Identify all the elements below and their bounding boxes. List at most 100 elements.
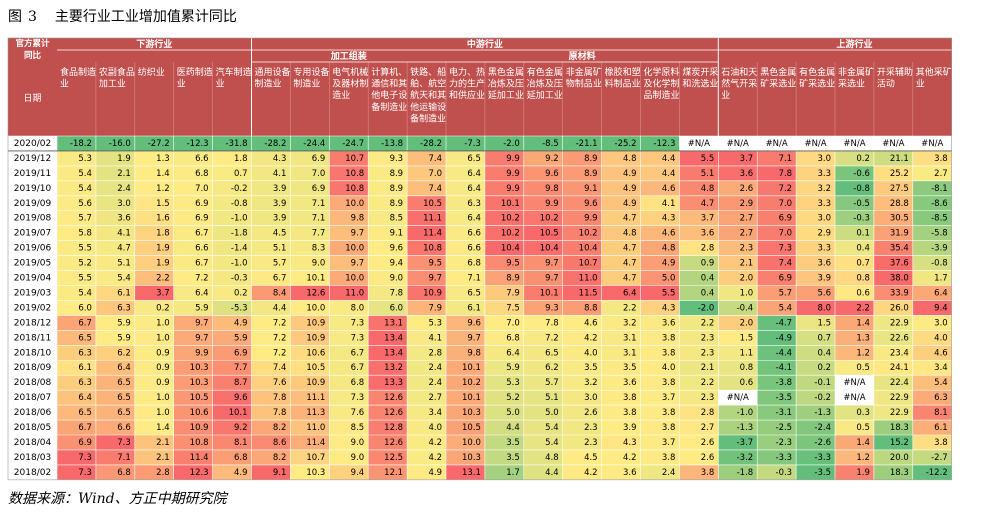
column-header-line: 造业 xyxy=(332,89,350,101)
cell-value: 6.1 xyxy=(78,363,92,373)
cell-bg xyxy=(796,255,835,271)
cell-bg xyxy=(251,360,291,376)
cell-value: 1.4 xyxy=(156,423,170,433)
cell-bg xyxy=(57,180,96,196)
cell-bg xyxy=(407,255,446,271)
cell-value: 7.3 xyxy=(351,393,365,403)
cell-bg xyxy=(290,285,330,301)
row-date-13: 2018/11 xyxy=(14,333,51,343)
cell-value: 0.5 xyxy=(856,423,870,433)
cell-bg xyxy=(134,195,174,211)
cell-value: 5.5 xyxy=(662,288,676,298)
cell-bg xyxy=(523,330,563,346)
date-cell-bg xyxy=(8,405,57,421)
cell-bg xyxy=(446,420,485,435)
column-header-line: 业 xyxy=(721,90,730,101)
cell-bg xyxy=(290,405,330,421)
cell-value: 2.2 xyxy=(623,303,637,313)
cell-value: 1.4 xyxy=(856,438,870,448)
cell-bg xyxy=(290,255,330,271)
date-cell-bg xyxy=(8,270,57,286)
cell-value: 3.8 xyxy=(662,333,676,343)
cell-value: -0.5 xyxy=(853,199,870,209)
cell-value: 3.8 xyxy=(623,393,637,403)
column-header-line: 其他采矿 xyxy=(916,66,952,78)
cell-bg xyxy=(757,285,797,301)
cell-bg xyxy=(757,225,797,241)
cell-bg xyxy=(796,165,835,181)
cell-bg xyxy=(329,136,369,151)
cell-bg xyxy=(57,464,96,480)
cell-value: 9.0 xyxy=(390,274,404,284)
cell-value: 1.0 xyxy=(156,318,170,328)
cell-bg xyxy=(523,449,563,465)
cell-value: -0.3 xyxy=(853,214,870,224)
cell-value: 6.3 xyxy=(78,348,92,358)
cell-bg xyxy=(407,464,446,480)
date-cell-bg xyxy=(8,330,57,346)
cell-value: 10.7 xyxy=(345,154,364,164)
cell-bg xyxy=(523,345,563,361)
cell-value: 9.8 xyxy=(351,214,365,224)
cell-value: 4.4 xyxy=(273,303,287,313)
cell-bg xyxy=(329,210,369,226)
cell-bg xyxy=(212,165,252,181)
cell-bg xyxy=(446,375,485,391)
cell-value: 4.2 xyxy=(428,438,442,448)
cell-bg xyxy=(523,405,563,421)
cell-bg xyxy=(601,195,641,211)
cell-bg xyxy=(835,449,874,465)
cell-bg xyxy=(873,210,913,226)
cell-value: 3.8 xyxy=(662,348,676,358)
cell-value: 7.3 xyxy=(779,244,793,254)
column-header-line: 制造业 xyxy=(255,78,282,90)
cell-value: 9.2 xyxy=(545,154,559,164)
cell-value: 9.9 xyxy=(506,184,520,194)
cell-bg xyxy=(57,375,96,391)
cell-value: 1.7 xyxy=(506,468,520,478)
cell-value: -0.6 xyxy=(853,169,870,179)
cell-bg xyxy=(873,225,913,241)
cell-value: 4.0 xyxy=(934,333,948,343)
cell-value: -12.2 xyxy=(926,468,948,478)
cell-value: 4.7 xyxy=(623,214,637,224)
cell-value: -13.8 xyxy=(381,139,403,149)
cell-bg xyxy=(757,240,797,256)
cell-value: 2.8 xyxy=(156,468,170,478)
cell-value: 4.7 xyxy=(701,199,715,209)
cell-bg xyxy=(95,225,135,241)
cell-value: 0.4 xyxy=(701,288,715,298)
cell-value: 3.5 xyxy=(623,363,637,373)
cell-bg xyxy=(757,300,797,316)
cell-bg xyxy=(523,240,563,256)
cell-value: -0.8 xyxy=(853,184,870,194)
cell-value: 6.2 xyxy=(545,363,559,373)
cell-bg xyxy=(679,435,719,450)
cell-bg xyxy=(679,315,719,331)
cell-value: 10.1 xyxy=(462,393,481,403)
cell-value: 9.1 xyxy=(390,229,404,239)
cell-bg xyxy=(562,300,602,316)
column-header-line: 黑色金属 xyxy=(488,66,524,78)
cell-value: 8.7 xyxy=(234,378,248,388)
cell-value: 3.2 xyxy=(623,318,637,328)
cell-value: 7.8 xyxy=(390,288,404,298)
cell-bg xyxy=(290,195,330,211)
cell-value: 5.1 xyxy=(273,244,287,254)
cell-value: 4.9 xyxy=(428,468,442,478)
cell-bg xyxy=(368,225,408,241)
cell-value: 6.7 xyxy=(78,423,92,433)
cell-value: 6.9 xyxy=(234,348,248,358)
cell-value: 8.9 xyxy=(390,199,404,209)
cell-bg xyxy=(484,240,524,256)
cell-value: 3.8 xyxy=(662,423,676,433)
cell-value: 2.0 xyxy=(740,318,754,328)
cell-bg xyxy=(368,136,408,151)
cell-bg xyxy=(796,195,835,211)
cell-bg xyxy=(757,330,797,346)
cell-value: 3.6 xyxy=(740,169,754,179)
cell-bg xyxy=(912,150,952,166)
cell-value: 1.5 xyxy=(156,199,170,209)
